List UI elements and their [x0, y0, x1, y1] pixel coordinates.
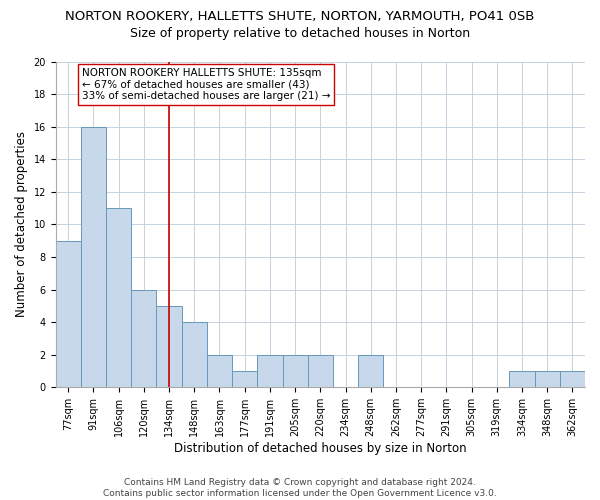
Bar [509, 371, 535, 387]
X-axis label: Distribution of detached houses by size in Norton: Distribution of detached houses by size … [174, 442, 467, 455]
Text: NORTON ROOKERY HALLETTS SHUTE: 135sqm
← 67% of detached houses are smaller (43)
: NORTON ROOKERY HALLETTS SHUTE: 135sqm ← … [82, 68, 331, 101]
Bar [182, 322, 207, 387]
Bar [106, 208, 131, 387]
Bar [56, 240, 81, 387]
Bar [358, 354, 383, 387]
Y-axis label: Number of detached properties: Number of detached properties [15, 132, 28, 318]
Bar [283, 354, 308, 387]
Bar [207, 354, 232, 387]
Bar [560, 371, 585, 387]
Bar [232, 371, 257, 387]
Text: Size of property relative to detached houses in Norton: Size of property relative to detached ho… [130, 28, 470, 40]
Bar [257, 354, 283, 387]
Bar [308, 354, 333, 387]
Text: NORTON ROOKERY, HALLETTS SHUTE, NORTON, YARMOUTH, PO41 0SB: NORTON ROOKERY, HALLETTS SHUTE, NORTON, … [65, 10, 535, 23]
Bar [81, 126, 106, 387]
Bar [157, 306, 182, 387]
Bar [131, 290, 157, 387]
Bar [535, 371, 560, 387]
Text: Contains HM Land Registry data © Crown copyright and database right 2024.
Contai: Contains HM Land Registry data © Crown c… [103, 478, 497, 498]
